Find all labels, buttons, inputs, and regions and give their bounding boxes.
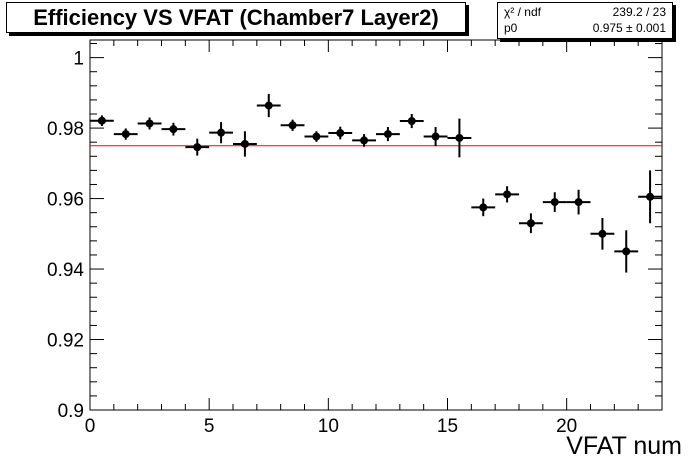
data-point — [360, 136, 369, 145]
data-point — [288, 121, 297, 130]
plot-area: 0 5 10 15 20 0.9 0.92 0.94 0.96 0.98 1 — [47, 39, 663, 437]
data-point — [264, 101, 273, 110]
data-point — [407, 117, 416, 126]
data-point — [169, 125, 178, 134]
data-point — [145, 119, 154, 128]
data-point — [336, 129, 345, 138]
stats-label: p0 — [504, 21, 518, 35]
fit-stats-box: χ² / ndf 239.2 / 23 p0 0.975 ± 0.001 — [497, 2, 673, 39]
stats-value: 0.975 ± 0.001 — [592, 21, 666, 35]
x-tick-label: 0 — [85, 416, 96, 437]
x-tick-label: 5 — [204, 416, 215, 437]
y-tick-label: 0.9 — [58, 401, 84, 422]
data-point — [598, 229, 607, 238]
stats-row-chi2: χ² / ndf 239.2 / 23 — [504, 5, 666, 21]
y-tick-label: 0.92 — [47, 331, 84, 352]
data-point — [455, 133, 464, 142]
y-tick-label: 0.94 — [47, 260, 84, 281]
data-point — [479, 203, 488, 212]
data-point — [193, 143, 202, 152]
data-point — [217, 128, 226, 137]
data-point — [574, 198, 583, 207]
data-point — [622, 247, 631, 256]
data-point — [550, 198, 559, 207]
chart-title-box: Efficiency VS VFAT (Chamber7 Layer2) — [6, 2, 466, 33]
stats-label: χ² / ndf — [504, 5, 541, 19]
data-point — [503, 190, 512, 199]
data-point — [312, 132, 321, 141]
data-point — [646, 192, 655, 201]
plot-frame — [89, 39, 663, 411]
stats-row-p0: p0 0.975 ± 0.001 — [504, 21, 666, 37]
data-point — [383, 130, 392, 139]
stats-value: 239.2 / 23 — [612, 5, 666, 19]
x-tick-label: 15 — [437, 416, 458, 437]
y-tick-label: 0.98 — [47, 119, 84, 140]
data-point — [526, 219, 535, 228]
data-point — [431, 132, 440, 141]
y-tick-label: 0.96 — [47, 190, 84, 211]
data-point — [121, 130, 130, 139]
x-tick-label: 20 — [556, 416, 577, 437]
data-point — [240, 139, 249, 148]
x-axis-label: VFAT num — [566, 432, 682, 460]
chart-title: Efficiency VS VFAT (Chamber7 Layer2) — [33, 5, 439, 30]
y-tick-label: 1 — [73, 49, 84, 70]
x-tick-label: 10 — [318, 416, 339, 437]
data-point — [97, 116, 106, 125]
